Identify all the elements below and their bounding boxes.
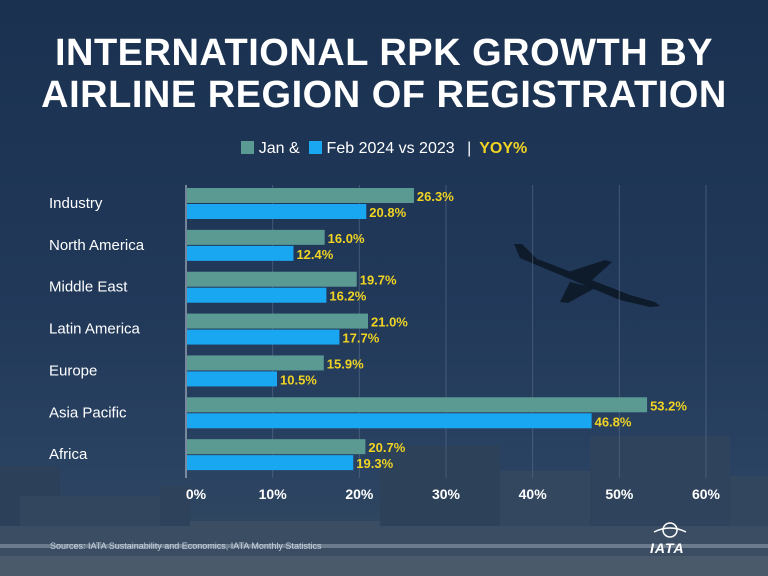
data-label: 20.7% <box>368 440 405 455</box>
iata-logo-icon <box>653 522 687 538</box>
bar-feb <box>187 204 367 219</box>
data-label: 19.7% <box>360 273 397 288</box>
bar-feb <box>187 287 327 303</box>
bar-jan <box>187 397 648 413</box>
data-label: 46.8% <box>595 414 632 429</box>
data-label: 15.9% <box>327 356 364 371</box>
title-line-1: INTERNATIONAL RPK GROWTH BY <box>54 32 714 74</box>
data-label: 20.8% <box>369 205 406 220</box>
data-label: 10.5% <box>280 372 317 387</box>
logo-text: IATA <box>650 540 685 556</box>
legend-label-feb: Feb 2024 vs 2023 <box>326 140 455 157</box>
bar-jan <box>187 229 325 245</box>
x-tick-label: 30% <box>432 486 461 502</box>
legend: Jan & Feb 2024 vs 2023 | YOY% <box>0 139 768 159</box>
category-label: Africa <box>49 446 88 463</box>
bar-jan <box>187 188 414 203</box>
category-label: Europe <box>49 362 97 379</box>
title-line-2: AIRLINE REGION OF REGISTRATION <box>41 74 727 116</box>
bar-jan <box>187 355 324 371</box>
x-tick-label: 60% <box>692 486 721 502</box>
legend-separator: | <box>467 140 472 157</box>
legend-swatch-jan <box>240 141 254 154</box>
chart-title: INTERNATIONAL RPK GROWTH BY AIRLINE REGI… <box>0 32 768 116</box>
x-tick-label: 40% <box>519 486 548 502</box>
legend-yoy-label: YOY% <box>479 140 528 157</box>
data-label: 12.4% <box>296 247 333 262</box>
legend-label-jan: Jan & <box>258 140 300 157</box>
x-tick-label: 10% <box>259 486 288 502</box>
category-label: North America <box>49 237 145 254</box>
data-label: 16.0% <box>328 231 365 246</box>
category-label: Middle East <box>49 279 128 296</box>
data-label: 53.2% <box>650 398 687 413</box>
bar-jan <box>187 313 368 329</box>
airport-skyline-silhouette <box>0 436 768 576</box>
category-label: Industry <box>49 195 103 212</box>
airplane-silhouette <box>514 244 660 307</box>
bar-feb <box>187 329 340 345</box>
bar-feb <box>187 413 592 429</box>
data-label: 16.2% <box>329 289 366 304</box>
legend-swatch-feb <box>308 141 322 154</box>
bar-feb <box>187 371 277 387</box>
x-tick-label: 20% <box>345 486 374 502</box>
bar-feb <box>187 245 294 261</box>
data-label: 17.7% <box>342 331 379 346</box>
bar-jan <box>187 271 357 287</box>
bar-jan <box>187 439 366 455</box>
category-label: Latin America <box>49 321 141 338</box>
x-tick-label: 0% <box>186 486 207 502</box>
x-tick-label: 50% <box>605 486 634 502</box>
data-label: 26.3% <box>417 189 454 204</box>
data-label: 19.3% <box>356 456 393 471</box>
data-label: 21.0% <box>371 315 408 330</box>
category-label: Asia Pacific <box>49 404 127 421</box>
source-note: Sources: IATA Sustainability and Economi… <box>50 541 322 551</box>
bar-feb <box>187 455 354 471</box>
